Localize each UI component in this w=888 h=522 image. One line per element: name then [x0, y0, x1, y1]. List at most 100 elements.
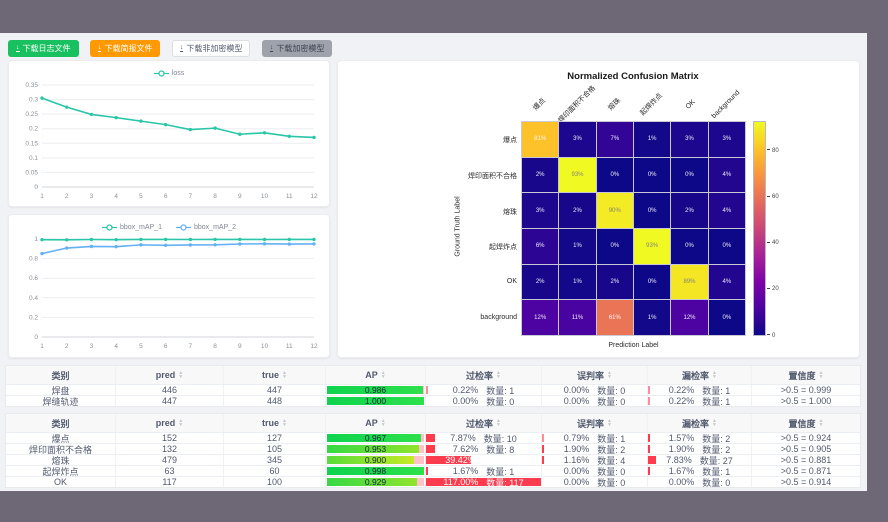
- rate-percent: 0.22%: [668, 385, 695, 395]
- colorbar-tick: 40: [767, 240, 779, 246]
- rate-bar: [648, 386, 650, 394]
- download-unencrypted-model-button[interactable]: ↓ 下载非加密模型: [171, 40, 251, 57]
- miss-detection-cell: 1.90% 数量: 2: [648, 444, 752, 454]
- matrix-cell: 0%: [671, 157, 708, 193]
- column-header-误判率[interactable]: 误判率 ▲ ▼: [542, 366, 648, 384]
- colorbar-tick: 60: [767, 194, 779, 200]
- download-encrypted-model-button[interactable]: ↓ 下载加密模型: [261, 40, 333, 57]
- rate-percent: 0.00%: [563, 466, 590, 476]
- svg-text:0.4: 0.4: [29, 295, 38, 302]
- over-detection-cell: 0.22% 数量: 1: [426, 385, 542, 395]
- matrix-cell: 4%: [708, 264, 745, 300]
- rate-bar: [648, 456, 657, 464]
- legend-label: bbox_mAP_1: [119, 224, 162, 231]
- sort-carets-icon[interactable]: ▲ ▼: [712, 418, 717, 428]
- category-cell-value: 焊盘: [51, 385, 70, 396]
- sort-carets-icon[interactable]: ▲ ▼: [818, 418, 824, 428]
- column-header-true[interactable]: true ▲ ▼: [224, 366, 326, 384]
- ap-cell: 0.998: [326, 466, 426, 476]
- miss-detection-cell: 7.83% 数量: 27: [648, 455, 752, 465]
- sort-carets-icon[interactable]: ▲ ▼: [496, 418, 501, 428]
- column-header-误判率[interactable]: 误判率 ▲ ▼: [542, 414, 648, 432]
- sort-carets-icon[interactable]: ▲ ▼: [178, 370, 184, 380]
- sort-carets-icon[interactable]: ▲ ▼: [607, 418, 612, 428]
- column-header-漏检率[interactable]: 漏检率 ▲ ▼: [648, 366, 752, 384]
- table-header-row: 类别 pred ▲ ▼ true ▲ ▼ AP ▲ ▼ 过检率 ▲ ▼ 误判率 ▲ ▼ 漏检率 ▲ ▼ 置信度 ▲ ▼: [6, 366, 860, 384]
- confidence-value: >0.5 = 0.924: [780, 433, 832, 443]
- rate-percent: 1.67%: [452, 466, 479, 476]
- rate-percent: 117.00%: [443, 477, 479, 487]
- sort-carets-icon[interactable]: ▲ ▼: [496, 370, 501, 380]
- sort-carets-icon[interactable]: ▲ ▼: [282, 370, 287, 380]
- download-log-button[interactable]: ↓ 下载日志文件: [8, 40, 79, 57]
- svg-text:0.1: 0.1: [29, 155, 38, 162]
- legend-item-bbox_mAP_2[interactable]: bbox_mAP_2: [176, 224, 236, 231]
- matrix-cell: 0%: [708, 229, 745, 264]
- svg-text:10: 10: [261, 193, 269, 200]
- ap-value: 0.929: [364, 477, 387, 487]
- ap-cell: 0.986: [326, 385, 426, 395]
- button-label: 下载加密模型: [276, 44, 325, 53]
- svg-text:0.6: 0.6: [29, 275, 38, 282]
- confusion-matrix-card: Normalized Confusion Matrix Ground Truth…: [337, 60, 860, 358]
- column-header-过检率[interactable]: 过检率 ▲ ▼: [426, 366, 542, 384]
- matrix-cell: 2%: [559, 193, 596, 228]
- column-header-AP[interactable]: AP ▲ ▼: [326, 414, 426, 432]
- matrix-cell: 81%: [522, 122, 559, 157]
- miss-detection-cell: 0.00% 数量: 0: [648, 477, 752, 487]
- true-cell-value: 105: [266, 444, 283, 454]
- pred-cell: 479: [116, 455, 224, 465]
- rate-bar: [542, 445, 544, 453]
- column-header-置信度[interactable]: 置信度 ▲ ▼: [752, 414, 860, 432]
- rate-percent: 7.83%: [666, 455, 692, 465]
- category-cell: 熔珠: [6, 455, 116, 465]
- pred-cell: 132: [116, 444, 224, 454]
- rate-percent: 0.22%: [668, 396, 695, 406]
- column-header-AP[interactable]: AP ▲ ▼: [326, 366, 426, 384]
- legend-item-loss[interactable]: loss: [153, 70, 185, 77]
- matrix-cell: 1%: [633, 300, 671, 335]
- svg-text:2: 2: [65, 193, 69, 200]
- column-header-true[interactable]: true ▲ ▼: [224, 414, 326, 432]
- column-header-pred[interactable]: pred ▲ ▼: [116, 414, 224, 432]
- true-cell: 127: [224, 433, 326, 443]
- column-header-label: true: [262, 418, 280, 428]
- matrix-cell: 0%: [633, 193, 671, 228]
- column-header-漏检率[interactable]: 漏检率 ▲ ▼: [648, 414, 752, 432]
- over-detection-cell: 7.62% 数量: 8: [426, 444, 542, 454]
- svg-text:11: 11: [286, 193, 293, 200]
- legend-label: loss: [171, 70, 185, 77]
- sort-carets-icon[interactable]: ▲ ▼: [380, 418, 386, 428]
- svg-text:12: 12: [310, 193, 318, 200]
- matrix-row-label: background: [480, 314, 517, 322]
- sort-carets-icon[interactable]: ▲ ▼: [712, 370, 717, 380]
- svg-text:3: 3: [90, 193, 94, 200]
- sort-carets-icon[interactable]: ▲ ▼: [818, 370, 824, 380]
- sort-carets-icon[interactable]: ▲ ▼: [380, 370, 386, 380]
- legend-item-bbox_mAP_1[interactable]: bbox_mAP_1: [101, 224, 162, 231]
- column-header-置信度[interactable]: 置信度 ▲ ▼: [752, 366, 860, 384]
- sort-carets-icon[interactable]: ▲ ▼: [282, 418, 287, 428]
- svg-text:8: 8: [213, 343, 217, 350]
- matrix-column-label: 熔珠: [606, 97, 622, 113]
- rate-percent: 0.00%: [452, 396, 479, 406]
- column-header-pred[interactable]: pred ▲ ▼: [116, 366, 224, 384]
- matrix-y-axis-label: Ground Truth Label: [454, 196, 462, 257]
- matrix-cell: 4%: [708, 157, 745, 193]
- svg-text:0.05: 0.05: [25, 169, 38, 176]
- matrix-row-label: 焊印面积不合格: [468, 172, 517, 180]
- download-icon: ↓: [269, 44, 274, 52]
- sort-carets-icon[interactable]: ▲ ▼: [178, 418, 184, 428]
- rate-percent: 0.22%: [452, 385, 479, 395]
- matrix-title: Normalized Confusion Matrix: [567, 71, 699, 82]
- category-cell-value: 熔珠: [51, 455, 70, 466]
- sort-carets-icon[interactable]: ▲ ▼: [607, 370, 612, 380]
- column-header-过检率[interactable]: 过检率 ▲ ▼: [426, 414, 542, 432]
- rate-percent: 7.87%: [450, 433, 476, 443]
- column-header-类别: 类别: [6, 414, 116, 432]
- over-detection-cell: 7.87% 数量: 10: [426, 433, 542, 443]
- misjudge-cell: 0.00% 数量: 0: [542, 396, 648, 406]
- download-report-button[interactable]: ↓ 下载简报文件: [89, 40, 161, 57]
- ap-cell: 0.929: [326, 477, 426, 487]
- download-icon: ↓: [16, 44, 20, 52]
